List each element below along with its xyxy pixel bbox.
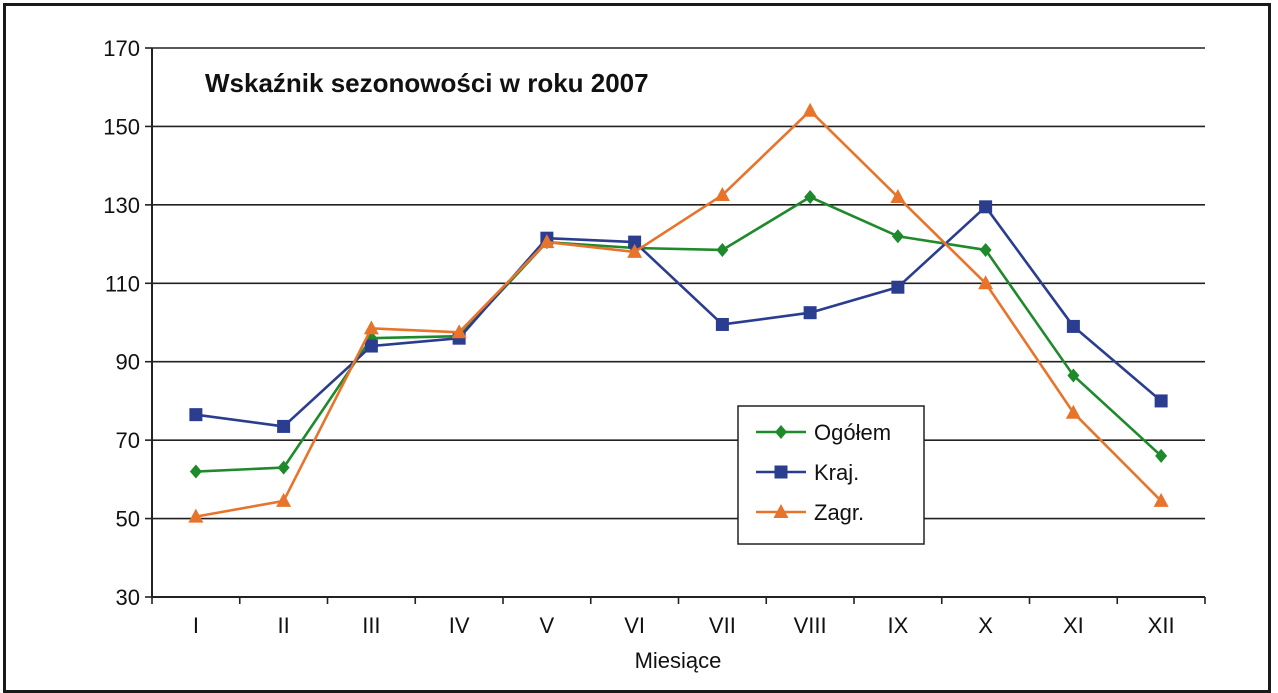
legend-box xyxy=(737,405,925,545)
gridlines xyxy=(152,47,1205,520)
data-point xyxy=(1153,492,1169,507)
data-point xyxy=(802,102,818,117)
y-tick-labels: 30 50 70 90 110 130 150 170 xyxy=(103,36,152,610)
y-tick-label: 170 xyxy=(103,36,140,61)
data-point xyxy=(276,492,292,507)
y-tick-label: 30 xyxy=(116,585,140,610)
x-tick-label: VI xyxy=(624,613,645,638)
data-point xyxy=(1067,368,1080,383)
x-tick-label: IX xyxy=(887,613,908,638)
legend-label: Ogółem xyxy=(814,420,891,445)
data-point xyxy=(803,306,817,320)
x-tick-label: V xyxy=(540,613,555,638)
x-tick-label: III xyxy=(362,613,380,638)
data-point xyxy=(539,234,555,249)
data-point xyxy=(979,242,992,257)
data-point xyxy=(1155,448,1168,463)
data-point xyxy=(363,320,379,335)
data-point xyxy=(189,464,202,479)
y-tick-label: 150 xyxy=(103,114,140,139)
data-point xyxy=(628,235,642,249)
legend-marker xyxy=(775,425,787,439)
x-tick-label: II xyxy=(278,613,290,638)
series-line xyxy=(195,109,1163,518)
y-tick-label: 110 xyxy=(105,271,140,296)
legend: Ogółem Kraj. Zagr. xyxy=(737,405,925,545)
legend-marker xyxy=(773,504,789,518)
axes xyxy=(151,48,1205,598)
data-point xyxy=(979,200,993,214)
legend-marker xyxy=(774,465,788,479)
y-tick-label: 50 xyxy=(116,507,140,532)
legend-label: Zagr. xyxy=(814,500,864,525)
x-axis-label: Miesiące xyxy=(635,648,722,673)
chart-frame xyxy=(3,3,1271,693)
series-line xyxy=(195,205,1162,428)
data-point xyxy=(1154,394,1168,408)
x-tick-label: I xyxy=(193,613,199,638)
x-tick-labels: I II III IV V VI VII VIII IX X XI XII xyxy=(151,597,1206,638)
data-point xyxy=(714,187,730,202)
x-tick-label: VIII xyxy=(794,613,827,638)
data-point xyxy=(891,229,904,244)
data-point xyxy=(627,243,643,258)
x-tick-label: XI xyxy=(1063,613,1084,638)
data-point xyxy=(188,508,204,523)
data-point xyxy=(978,275,994,290)
data-point xyxy=(364,339,378,353)
series-line xyxy=(195,195,1163,473)
legend-label: Kraj. xyxy=(814,460,859,485)
x-tick-label: X xyxy=(978,613,993,638)
x-tick-label: XII xyxy=(1148,613,1175,638)
data-point xyxy=(277,419,291,433)
data-point xyxy=(1065,404,1081,419)
x-tick-label: VII xyxy=(709,613,736,638)
x-tick-label: IV xyxy=(449,613,470,638)
y-tick-label: 90 xyxy=(116,350,140,375)
data-point xyxy=(715,317,729,331)
series-zagr xyxy=(188,102,1169,523)
data-point xyxy=(1066,319,1080,333)
y-tick-label: 70 xyxy=(116,428,140,453)
data-point xyxy=(891,280,905,294)
data-point xyxy=(277,460,290,475)
y-tick-label: 130 xyxy=(103,193,140,218)
chart-title: Wskaźnik sezonowości w roku 2007 xyxy=(205,68,649,98)
data-point xyxy=(189,408,203,422)
data-point xyxy=(890,189,906,204)
data-point xyxy=(804,190,817,205)
series xyxy=(188,102,1169,523)
data-point xyxy=(716,242,729,257)
data-point xyxy=(451,324,467,339)
